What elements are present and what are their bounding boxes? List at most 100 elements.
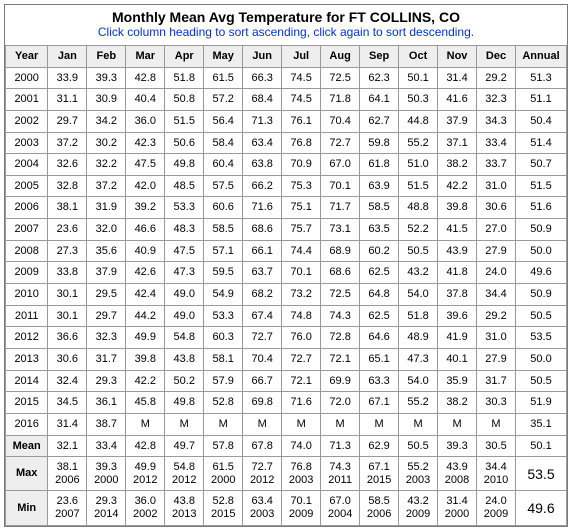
table-row: 200432.632.247.549.860.463.870.967.061.8… — [6, 154, 567, 176]
mean-cell: 74.0 — [282, 435, 321, 457]
value-cell: 59.8 — [360, 132, 399, 154]
value-cell: 76.0 — [282, 327, 321, 349]
value-cell: 74.5 — [282, 67, 321, 89]
value-cell: 75.3 — [282, 175, 321, 197]
col-header-month[interactable]: Jun — [243, 46, 282, 68]
value-cell: 53.3 — [204, 305, 243, 327]
value-cell: 48.8 — [399, 197, 438, 219]
value-cell: 68.6 — [321, 262, 360, 284]
value-cell: 51.8 — [165, 67, 204, 89]
annual-cell: 50.4 — [515, 110, 566, 132]
annual-cell: 50.9 — [515, 219, 566, 241]
table-row: 201534.536.145.849.852.869.871.672.067.1… — [6, 392, 567, 414]
year-cell: 2015 — [6, 392, 48, 414]
value-cell: 29.2 — [477, 67, 516, 89]
col-header-month[interactable]: Jul — [282, 46, 321, 68]
value-cell: M — [165, 413, 204, 435]
value-cell: 47.5 — [126, 154, 165, 176]
value-cell: 48.5 — [165, 175, 204, 197]
value-cell: 30.1 — [48, 305, 87, 327]
max-cell: 38.12006 — [48, 457, 87, 491]
value-cell: 75.1 — [282, 197, 321, 219]
value-cell: 32.6 — [48, 154, 87, 176]
value-cell: 66.7 — [243, 370, 282, 392]
value-cell: 60.2 — [360, 240, 399, 262]
temperature-table: YearJanFebMarAprMayJunJulAugSepOctNovDec… — [5, 45, 567, 526]
mean-cell: 30.5 — [477, 435, 516, 457]
year-cell: 2001 — [6, 89, 48, 111]
value-cell: 29.7 — [48, 110, 87, 132]
value-cell: 36.6 — [48, 327, 87, 349]
col-header-month[interactable]: Dec — [477, 46, 516, 68]
value-cell: 68.2 — [243, 284, 282, 306]
value-cell: 34.3 — [477, 110, 516, 132]
col-header-month[interactable]: Sep — [360, 46, 399, 68]
value-cell: 58.5 — [360, 197, 399, 219]
col-header-month[interactable]: Nov — [438, 46, 477, 68]
year-cell: 2008 — [6, 240, 48, 262]
value-cell: 63.4 — [243, 132, 282, 154]
value-cell: 56.4 — [204, 110, 243, 132]
max-cell: 55.22003 — [399, 457, 438, 491]
col-header-month[interactable]: Feb — [87, 46, 126, 68]
value-cell: 54.0 — [399, 370, 438, 392]
year-cell: 2002 — [6, 110, 48, 132]
value-cell: 74.8 — [282, 305, 321, 327]
table-row: 200827.335.640.947.557.166.174.468.960.2… — [6, 240, 567, 262]
col-header-month[interactable]: Oct — [399, 46, 438, 68]
col-header-month[interactable]: May — [204, 46, 243, 68]
min-row: Min23.6200729.3201436.0200243.8201352.82… — [6, 491, 567, 525]
value-cell: 74.5 — [282, 89, 321, 111]
mean-annual-cell: 50.1 — [515, 435, 566, 457]
value-cell: 72.7 — [243, 327, 282, 349]
value-cell: 38.2 — [438, 154, 477, 176]
col-header-annual[interactable]: Annual — [515, 46, 566, 68]
value-cell: 57.1 — [204, 240, 243, 262]
value-cell: 58.4 — [204, 132, 243, 154]
value-cell: 73.2 — [282, 284, 321, 306]
value-cell: 35.6 — [87, 240, 126, 262]
value-cell: M — [321, 413, 360, 435]
col-header-year[interactable]: Year — [6, 46, 48, 68]
value-cell: 24.0 — [477, 262, 516, 284]
value-cell: 36.0 — [126, 110, 165, 132]
annual-cell: 50.7 — [515, 154, 566, 176]
value-cell: 43.9 — [438, 240, 477, 262]
value-cell: 66.1 — [243, 240, 282, 262]
table-row: 201432.429.342.250.257.966.772.169.963.3… — [6, 370, 567, 392]
value-cell: 49.9 — [126, 327, 165, 349]
max-row: Max38.1200639.3200049.9201254.8201261.52… — [6, 457, 567, 491]
value-cell: 42.6 — [126, 262, 165, 284]
value-cell: 30.3 — [477, 392, 516, 414]
value-cell: 34.5 — [48, 392, 87, 414]
value-cell: M — [360, 413, 399, 435]
col-header-month[interactable]: Mar — [126, 46, 165, 68]
mean-cell: 57.8 — [204, 435, 243, 457]
col-header-month[interactable]: Jan — [48, 46, 87, 68]
table-row: 200933.837.942.647.359.563.770.168.662.5… — [6, 262, 567, 284]
value-cell: 67.0 — [321, 154, 360, 176]
max-cell: 43.92008 — [438, 457, 477, 491]
mean-cell: 39.3 — [438, 435, 477, 457]
value-cell: 40.1 — [438, 348, 477, 370]
value-cell: 50.2 — [165, 370, 204, 392]
value-cell: 49.8 — [165, 392, 204, 414]
min-cell: 31.42000 — [438, 491, 477, 525]
col-header-month[interactable]: Apr — [165, 46, 204, 68]
value-cell: 72.5 — [321, 67, 360, 89]
min-cell: 23.62007 — [48, 491, 87, 525]
value-cell: 52.8 — [204, 392, 243, 414]
value-cell: 42.3 — [126, 132, 165, 154]
mean-cell: 71.3 — [321, 435, 360, 457]
col-header-month[interactable]: Aug — [321, 46, 360, 68]
value-cell: 62.7 — [360, 110, 399, 132]
value-cell: 43.2 — [399, 262, 438, 284]
value-cell: 74.3 — [321, 305, 360, 327]
value-cell: 41.9 — [438, 327, 477, 349]
value-cell: 71.6 — [282, 392, 321, 414]
value-cell: 63.9 — [360, 175, 399, 197]
value-cell: 75.7 — [282, 219, 321, 241]
value-cell: 62.5 — [360, 262, 399, 284]
value-cell: 54.0 — [399, 284, 438, 306]
value-cell: 70.1 — [282, 262, 321, 284]
